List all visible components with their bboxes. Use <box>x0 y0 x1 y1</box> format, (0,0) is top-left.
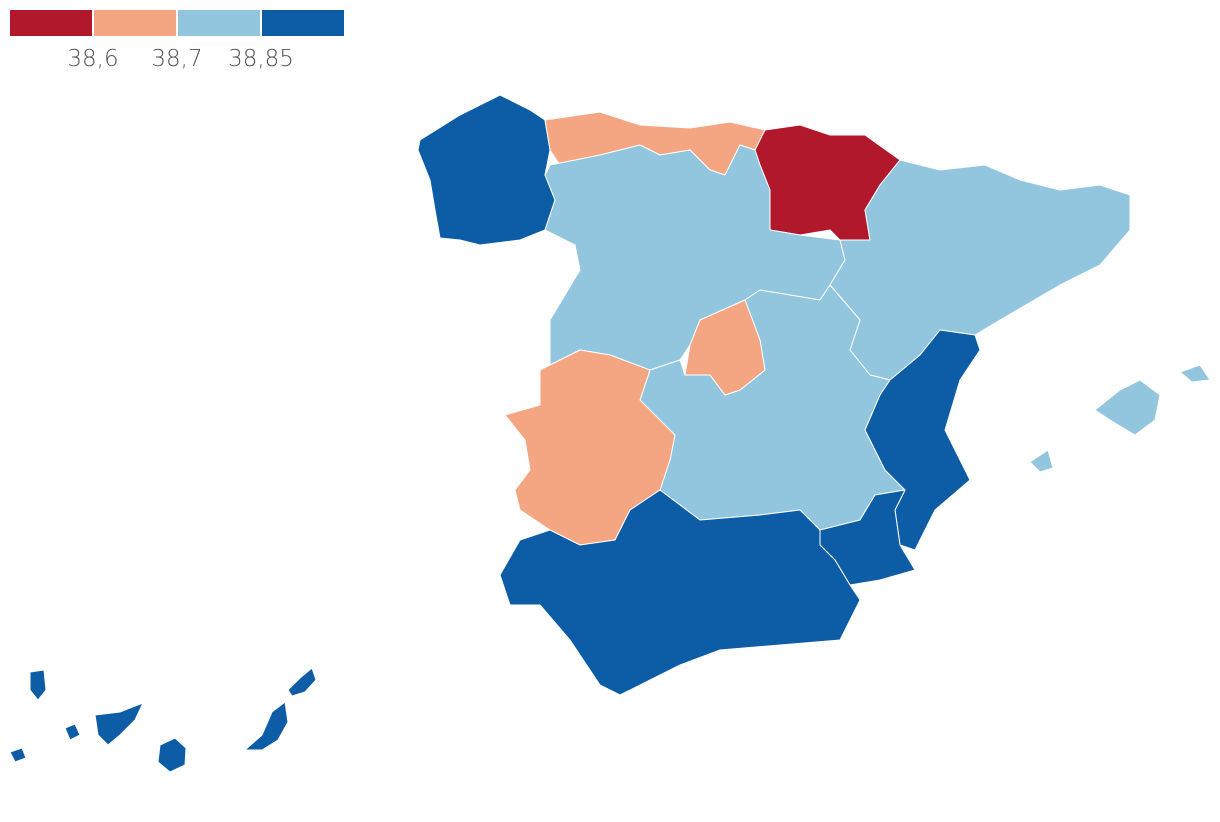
legend-label: 38,7 <box>151 46 202 72</box>
region <box>94 702 144 746</box>
region <box>829 159 1131 381</box>
region <box>9 747 27 763</box>
region <box>684 299 766 396</box>
region <box>244 701 289 751</box>
legend-swatch <box>10 10 92 36</box>
legend-label: 38,85 <box>228 46 294 72</box>
legend-label: 38,6 <box>67 46 118 72</box>
region <box>64 723 81 741</box>
region <box>1094 379 1161 436</box>
region <box>499 489 861 696</box>
region <box>417 94 556 246</box>
region <box>157 737 187 773</box>
legend: 38,6 38,7 38,85 <box>10 10 344 72</box>
region <box>287 667 317 697</box>
legend-swatch <box>94 10 176 36</box>
region <box>1179 364 1211 383</box>
region <box>1029 449 1054 473</box>
legend-swatch <box>262 10 344 36</box>
legend-swatch <box>178 10 260 36</box>
region <box>29 669 47 701</box>
regions <box>9 94 1211 773</box>
